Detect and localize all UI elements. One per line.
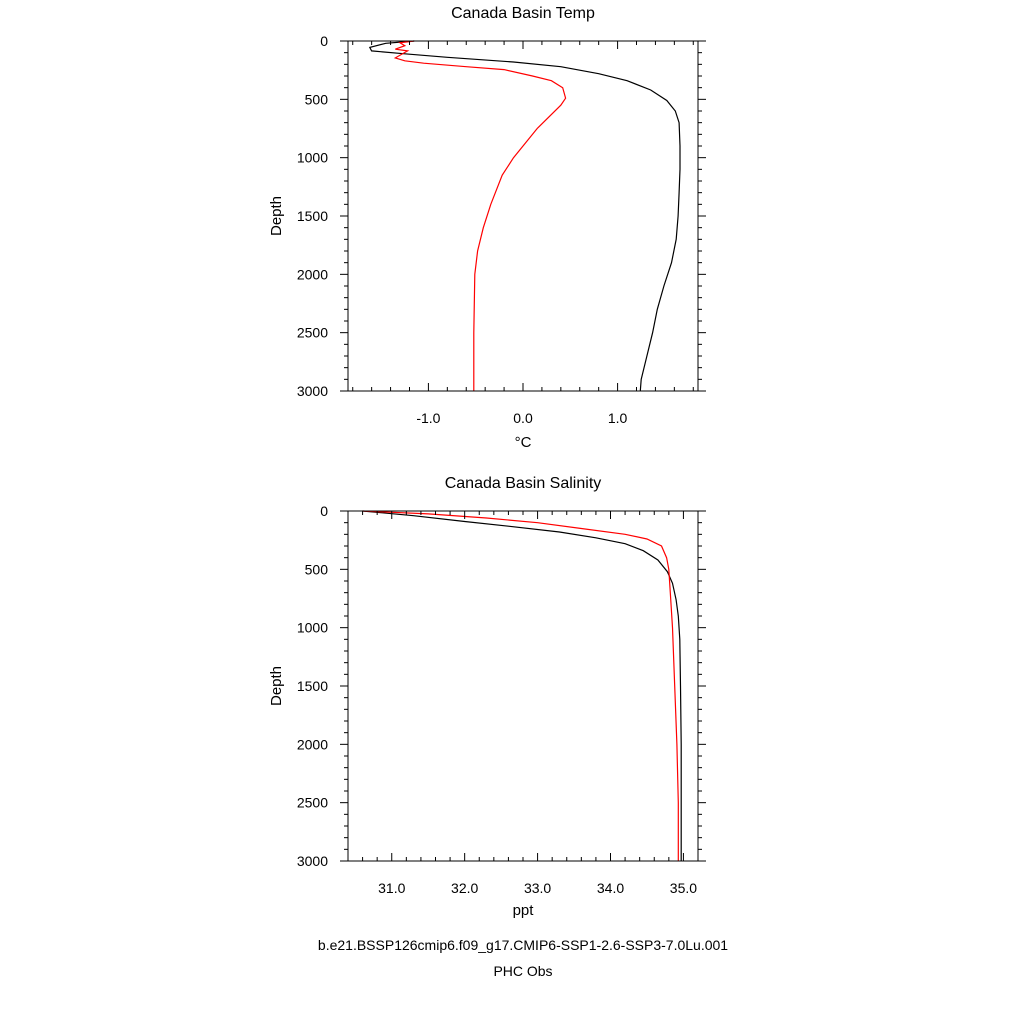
salinity-ytick-label: 0 [320,503,328,519]
temp-ytick-label: 0 [320,33,328,49]
temp-ytick-label: 2500 [297,325,328,341]
salinity-ytick-label: 500 [305,561,329,577]
temp-series-line-0 [368,40,681,392]
temp-ytick-label: 2000 [297,266,328,282]
salinity-xtick-label: 33.0 [524,880,551,896]
temp-series-line-1 [393,40,567,391]
salinity-xtick-label: 34.0 [597,880,624,896]
temp-xtick-label: 0.0 [513,410,533,426]
temp-xtick-label: 1.0 [608,410,628,426]
temp-title: Canada Basin Temp [451,5,595,22]
salinity-ytick-label: 1000 [297,620,328,636]
salinity-title: Canada Basin Salinity [445,475,602,492]
temp-panel: Canada Basin Temp -1.0 0.0 1.0 0 500 1000 1500… [268,5,706,451]
temp-xtick-label: -1.0 [416,410,440,426]
case-name-label: b.e21.BSSP126cmip6.f09_g17.CMIP6-SSP1-2.… [318,937,728,953]
temp-tick-layer: -1.0 0.0 1.0 0 500 1000 1500 2000 2500 3000 [297,33,706,426]
salinity-series-line-1 [362,510,679,861]
temp-plot-frame [347,40,699,392]
salinity-ytick-label: 3000 [297,853,328,869]
temp-xlabel: °C [515,434,532,451]
temp-ytick-label: 1000 [297,150,328,166]
salinity-series-layer [362,510,682,861]
salinity-ytick-label: 1500 [297,678,328,694]
salinity-series-line-0 [362,510,682,861]
salinity-xtick-label: 35.0 [670,880,697,896]
salinity-ylabel: Depth [268,666,285,706]
salinity-panel: Canada Basin Salinity 31.0 32.0 33.0 34.0 35… [268,475,706,919]
salinity-plot-frame [347,510,699,862]
temp-ylabel: Depth [268,196,285,236]
salinity-xlabel: ppt [513,902,535,919]
obs-label: PHC Obs [493,963,552,979]
temp-series-layer [368,40,681,392]
salinity-ytick-label: 2000 [297,736,328,752]
temp-ytick-label: 1500 [297,208,328,224]
temp-ytick-label: 500 [305,91,329,107]
salinity-xtick-label: 32.0 [451,880,478,896]
salinity-xtick-label: 31.0 [378,880,405,896]
temp-ytick-label: 3000 [297,383,328,399]
salinity-ytick-label: 2500 [297,795,328,811]
salinity-tick-layer: 31.0 32.0 33.0 34.0 35.0 0 500 1000 1500 2000 2500… [297,503,706,896]
